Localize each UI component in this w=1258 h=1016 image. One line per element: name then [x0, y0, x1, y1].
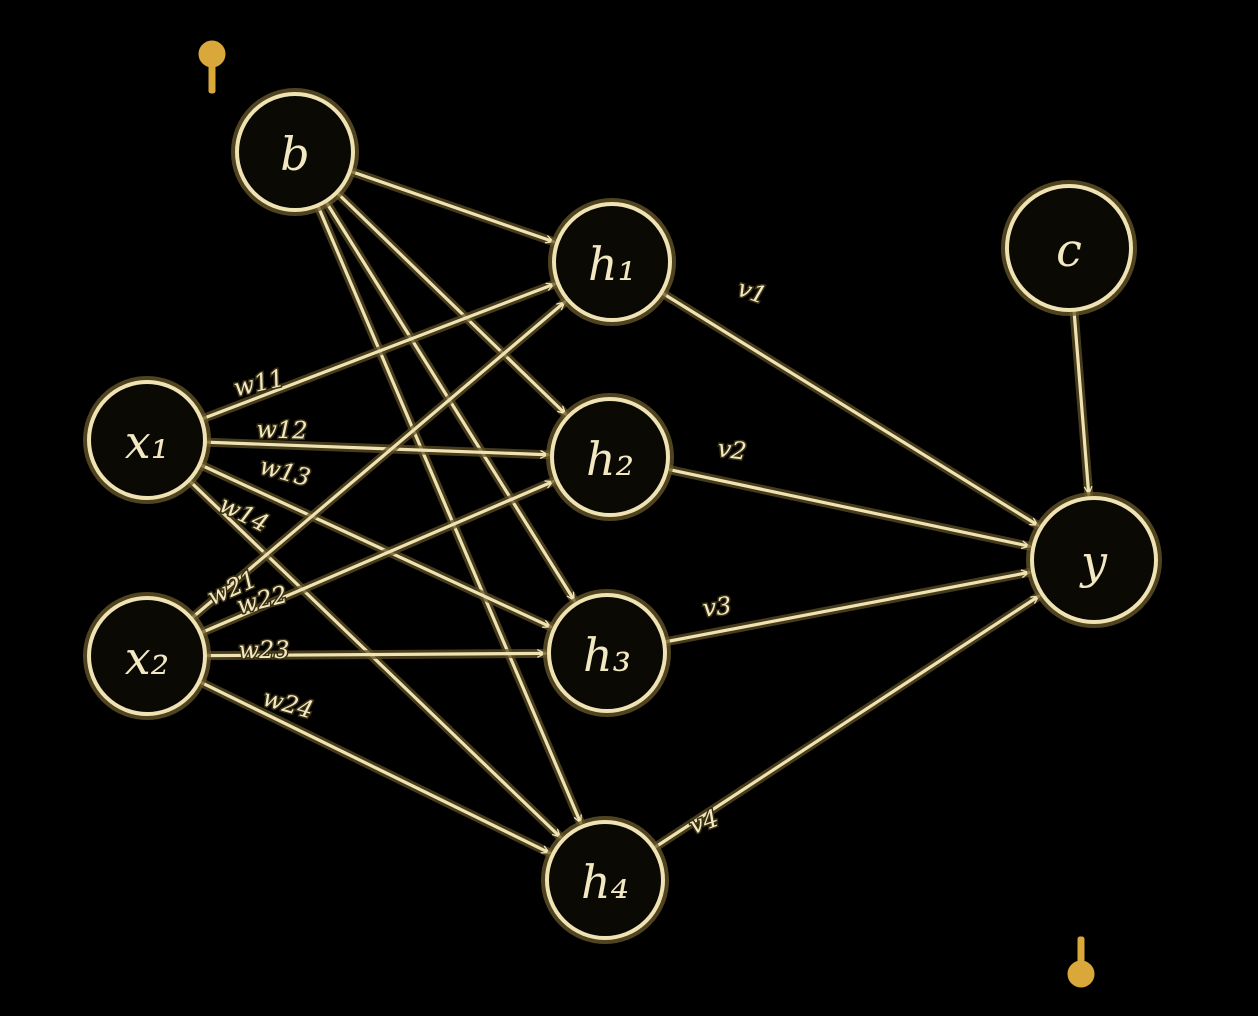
node-label-y: y: [1079, 535, 1108, 589]
edges-layer: [184, 166, 1094, 858]
node-label-x1: x₁: [125, 415, 169, 469]
edge-label-w11: w11: [231, 364, 287, 402]
edge-label-v1: v1: [734, 274, 770, 310]
node-b: b: [231, 88, 359, 216]
node-c: c: [1001, 180, 1137, 316]
edge-x2-h2: [195, 476, 558, 638]
edge-x2-h3: [200, 648, 550, 661]
node-h4: h₄: [541, 816, 669, 944]
node-y: y: [1026, 492, 1162, 628]
node-label-h4: h₄: [581, 855, 629, 909]
edge-label-v2: v2: [716, 434, 748, 465]
node-h2: h₂: [546, 393, 674, 521]
edge-x1-h3: [195, 459, 556, 632]
edge-h3-y: [659, 567, 1034, 647]
node-h1: h₁: [548, 198, 676, 326]
node-h3: h₃: [543, 589, 671, 717]
edge-x1-h2: [200, 437, 553, 460]
node-label-h2: h₂: [586, 432, 634, 486]
edge-x2-h4: [194, 676, 554, 858]
crop-handle-top[interactable]: [198, 40, 226, 94]
edge-label-w12: w12: [256, 415, 308, 444]
edge-x1-h1: [196, 279, 559, 424]
edge-label-w23: w23: [238, 636, 289, 664]
node-label-h3: h₃: [583, 628, 631, 682]
crop-handle-bottom[interactable]: [1067, 936, 1095, 988]
edge-b-h4: [313, 200, 586, 828]
node-label-x2: x₂: [125, 631, 169, 685]
node-label-c: c: [1056, 223, 1082, 277]
edge-label-v3: v3: [701, 591, 733, 622]
edge-h1-y: [656, 288, 1043, 530]
edge-h4-y: [649, 591, 1044, 853]
edge-x2-h1: [186, 297, 570, 624]
nodes-layer: b x₁ x₂ h₁ h₂ h₃ h₄ c y: [83, 88, 1162, 944]
edge-c-y: [1069, 305, 1094, 499]
node-label-h1: h₁: [588, 237, 636, 291]
edge-b-h2: [332, 187, 570, 419]
node-x1: x₁: [83, 376, 211, 504]
edge-b-h1: [345, 166, 558, 247]
node-x2: x₂: [83, 592, 211, 720]
node-label-b: b: [280, 127, 309, 181]
edge-h2-y: [662, 464, 1034, 551]
edge-label-w13: w13: [257, 452, 314, 492]
